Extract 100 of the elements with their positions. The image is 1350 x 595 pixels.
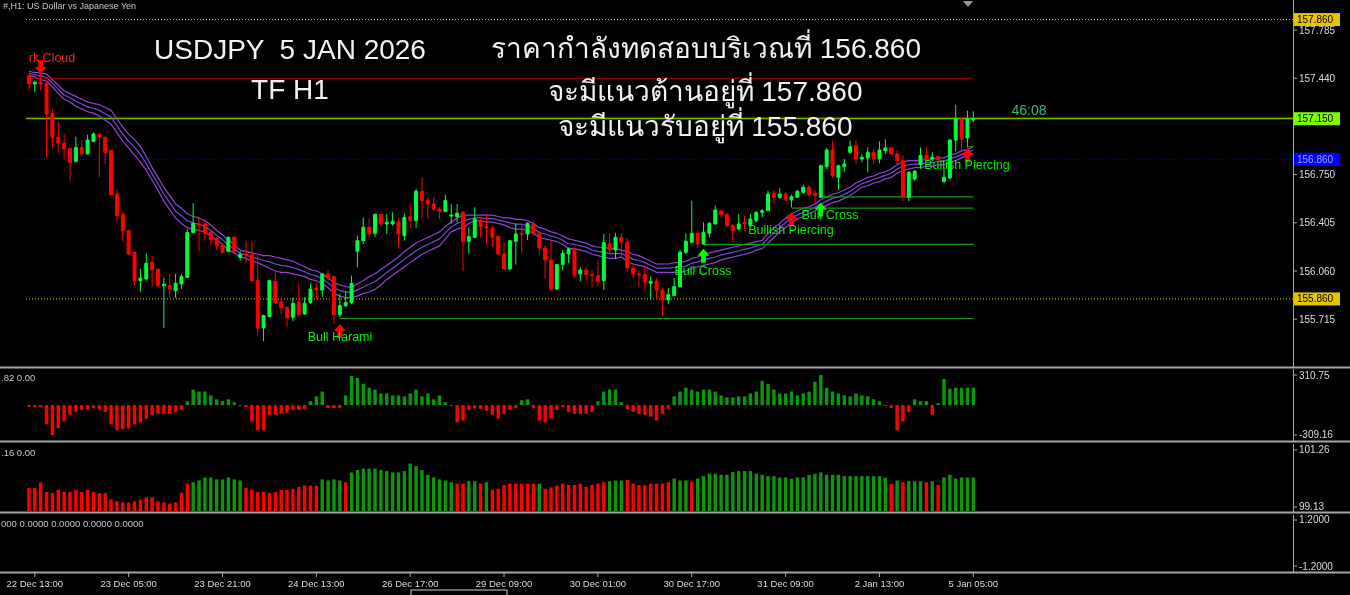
candlestick [502, 241, 507, 271]
bar [543, 405, 547, 423]
bar [203, 391, 207, 406]
bar [930, 405, 934, 415]
candlestick [695, 230, 700, 249]
candlestick [367, 218, 372, 239]
candlestick [513, 222, 518, 266]
annotation: Bull Harami [307, 330, 373, 344]
bar [214, 399, 219, 406]
bar [549, 405, 553, 419]
bar [191, 389, 195, 406]
annotation: rk Cloud [28, 51, 76, 65]
candlestick [425, 196, 430, 220]
bar [326, 405, 330, 408]
candlestick [742, 215, 747, 230]
bar [437, 395, 442, 406]
ref-line-label: 157.150 [1297, 113, 1334, 125]
candlestick [801, 184, 806, 195]
candlestick [32, 80, 37, 93]
y-tick-label: 99.13 [1299, 501, 1325, 513]
candlestick [824, 147, 829, 170]
bar [912, 399, 917, 406]
bar [760, 380, 764, 406]
y-tick-label: 156.750 [1299, 169, 1336, 181]
bar [144, 405, 148, 419]
bar [783, 393, 788, 406]
candlestick [736, 213, 741, 232]
bar [162, 405, 166, 414]
text: TF H1 [251, 74, 329, 105]
bar [74, 405, 78, 412]
annotation: .82 0.00 [1, 372, 36, 383]
candlestick [912, 169, 917, 182]
candlestick [807, 184, 812, 197]
bar [643, 405, 647, 415]
y-tick-label: 1.2000 [1299, 514, 1331, 526]
candlestick [889, 146, 894, 156]
candlestick [607, 232, 612, 255]
annotation: ราคากำลังทดสอบบริเวณที่ 156.860 [491, 29, 921, 64]
candlestick [683, 232, 688, 255]
x-tick-label: 22 Dec 13:00 [6, 577, 64, 589]
y-tick-label: -309.16 [1299, 429, 1334, 441]
bar [478, 405, 483, 409]
bar [232, 402, 236, 406]
bar [420, 396, 424, 406]
annotation: จะมีแนวต้านอยู่ที่ 157.860 [547, 71, 863, 109]
candlestick [62, 133, 67, 160]
bar [426, 393, 430, 406]
bar [297, 405, 301, 410]
bar [672, 396, 676, 406]
candlestick [103, 136, 108, 165]
candlestick [865, 146, 870, 173]
bar [109, 405, 113, 425]
bar [68, 405, 72, 415]
bar [813, 381, 817, 406]
annotation: 46:08 [1011, 102, 1047, 118]
ref-line-label: 156.860 [1297, 153, 1334, 165]
bar [649, 405, 653, 417]
candlestick [900, 155, 905, 202]
bar [948, 388, 952, 406]
candlestick [455, 203, 460, 223]
y-tick-label: 101.26 [1299, 444, 1331, 456]
bar [678, 391, 682, 406]
x-tick-label: 30 Dec 01:00 [569, 577, 627, 589]
bar [742, 396, 747, 406]
bar [848, 396, 852, 406]
candlestick [402, 212, 407, 242]
candlestick [273, 270, 278, 305]
bar [302, 405, 307, 409]
candlestick [818, 164, 823, 199]
candlestick [279, 296, 284, 315]
y-tick-label: 310.75 [1299, 369, 1331, 381]
bar [719, 395, 723, 406]
candlestick [631, 264, 636, 279]
candlestick [161, 276, 166, 329]
bar [314, 396, 319, 406]
candlestick [672, 277, 677, 298]
candlestick [625, 237, 630, 272]
candlestick [396, 216, 401, 249]
candlestick [167, 272, 172, 298]
bar [555, 405, 559, 410]
bar [168, 405, 172, 414]
x-tick-label: 2 Jan 13:00 [854, 577, 905, 589]
candlestick [854, 139, 858, 165]
bar [842, 395, 846, 406]
candlestick [320, 272, 325, 298]
candlestick [848, 140, 853, 155]
bar [250, 405, 254, 422]
bar [91, 405, 96, 408]
bar [338, 405, 342, 408]
bar [625, 405, 629, 409]
candlestick [830, 140, 835, 179]
ref-line-label: 157.860 [1297, 14, 1334, 26]
candlestick [689, 200, 694, 244]
candlestick [525, 221, 530, 241]
bar [62, 405, 66, 422]
candlestick [408, 203, 413, 229]
bar [725, 397, 729, 406]
x-tick-label: 30 Dec 17:00 [663, 577, 721, 589]
bar [895, 405, 899, 431]
bar [525, 399, 530, 406]
